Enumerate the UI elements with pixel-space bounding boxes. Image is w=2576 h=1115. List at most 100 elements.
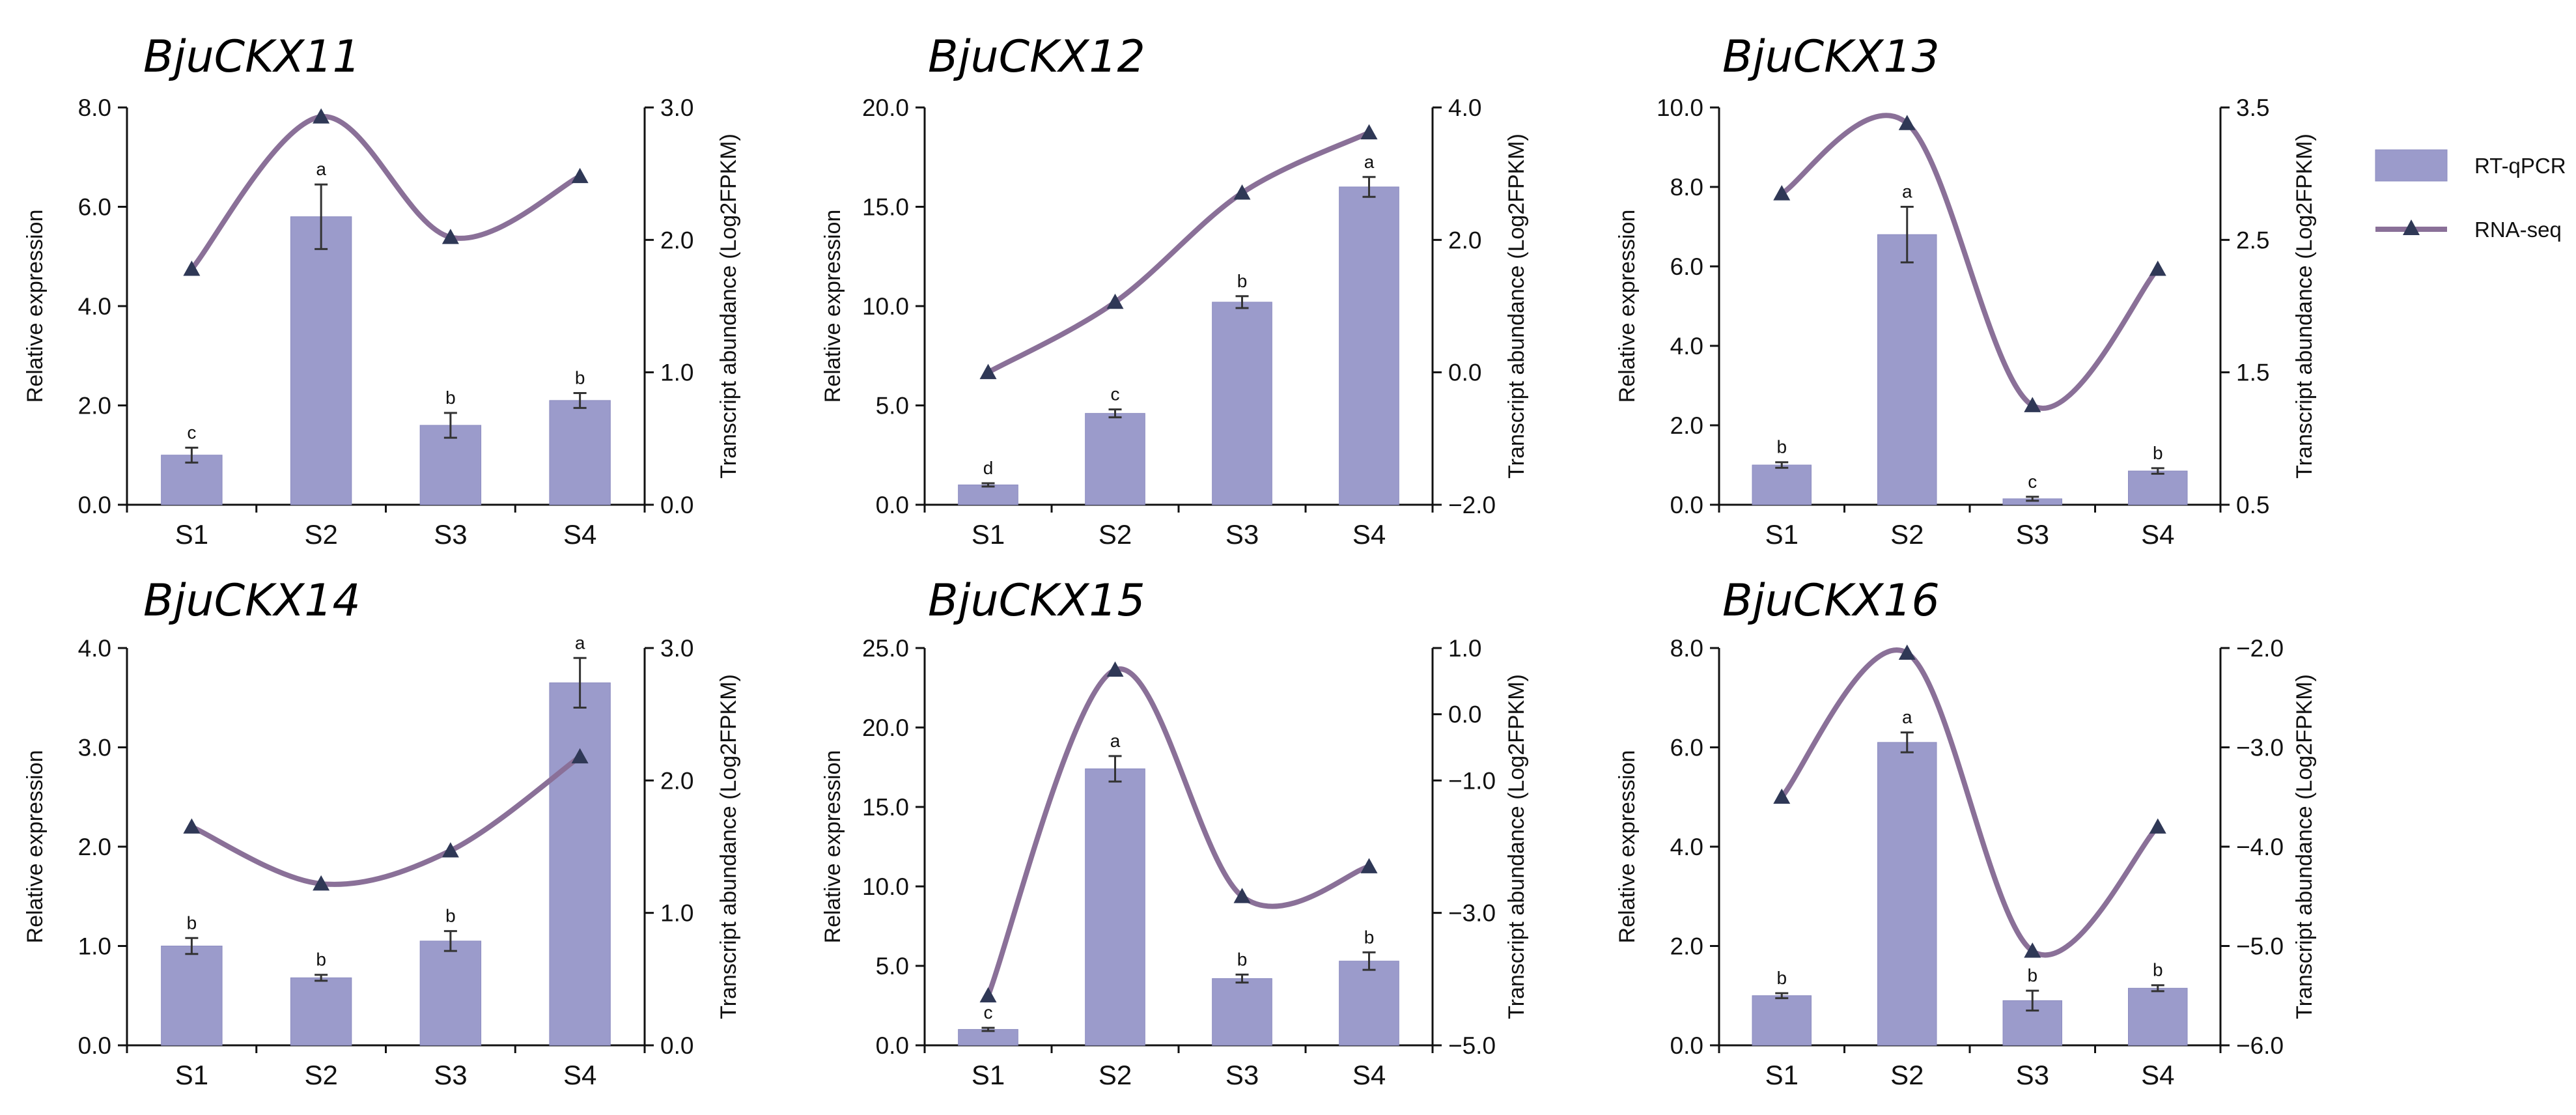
- x-tick-label: S3: [434, 1060, 467, 1090]
- left-tick-label: 20.0: [862, 94, 909, 121]
- rnaseq-marker-s1: [1773, 185, 1791, 201]
- x-tick-label: S2: [1890, 519, 1924, 550]
- left-tick-label: 4.0: [78, 293, 111, 320]
- bar-s2: [1877, 742, 1937, 1046]
- left-tick-label: 1.0: [78, 933, 111, 960]
- rnaseq-marker-s4: [571, 167, 589, 184]
- left-tick-label: 4.0: [1670, 834, 1703, 860]
- bar-s2: [1085, 768, 1145, 1046]
- rnaseq-marker-s4: [1360, 858, 1378, 873]
- y-axis-label: Relative expression: [23, 210, 48, 403]
- x-tick-label: S4: [2141, 1060, 2174, 1090]
- bar-s4: [2128, 987, 2188, 1046]
- left-tick-label: 0.0: [876, 1032, 909, 1059]
- y2-axis-label: Transcript abundance (Log2FPKM): [716, 674, 741, 1019]
- chart-panel-bjuckx13: BjuCKX13 0.0 2.0 4.0 6.0 8.0 10.0 0.5 1.5 2.5 3.5 R…: [1615, 31, 2317, 550]
- right-tick-label: −2.0: [1448, 492, 1496, 518]
- panel-title: BjuCKX12: [928, 31, 1145, 83]
- x-tick-label: S4: [563, 519, 596, 550]
- x-tick-label: S1: [1765, 519, 1799, 550]
- error-bar: [2151, 467, 2164, 475]
- rnaseq-line: [189, 114, 583, 272]
- panel-title: BjuCKX14: [143, 575, 361, 627]
- legend-rnaseq-label: RNA-seq: [2474, 218, 2562, 242]
- left-tick-label: 2.0: [1670, 412, 1703, 439]
- rnaseq-marker-s3: [2024, 397, 2041, 412]
- bar-s1: [161, 946, 223, 1046]
- legend: RT-qPCR RNA-seq: [2375, 149, 2566, 242]
- left-tick-label: 6.0: [78, 194, 111, 221]
- significance-letter: b: [1237, 949, 1248, 969]
- x-tick-label: S3: [2016, 1060, 2049, 1090]
- left-tick-label: 3.0: [78, 735, 111, 761]
- right-tick-label: 2.0: [660, 767, 693, 794]
- significance-letter: a: [1110, 731, 1121, 751]
- bar-s1: [1752, 464, 1812, 505]
- right-tick-label: 4.0: [1448, 94, 1481, 121]
- bar-s2: [1877, 234, 1937, 505]
- x-tick-label: S2: [304, 1060, 337, 1090]
- left-tick-label: 6.0: [1670, 253, 1703, 280]
- error-bar: [1108, 408, 1122, 419]
- rnaseq-line: [1779, 113, 2161, 411]
- left-tick-label: 10.0: [862, 293, 909, 320]
- right-tick-label: −3.0: [2236, 735, 2284, 761]
- rnaseq-marker-s4: [571, 748, 589, 764]
- rnaseq-marker-s4: [1360, 124, 1378, 140]
- error-bar: [185, 937, 199, 955]
- rnaseq-marker-s1: [979, 987, 997, 1003]
- rnaseq-marker-s2: [1898, 644, 1916, 660]
- y2-axis-label: Transcript abundance (Log2FPKM): [1504, 674, 1529, 1019]
- significance-letter: a: [1902, 707, 1912, 727]
- left-tick-label: 6.0: [1670, 735, 1703, 761]
- panel-title: BjuCKX11: [143, 31, 361, 83]
- significance-letter: b: [1776, 437, 1787, 457]
- right-tick-label: 0.0: [1448, 701, 1481, 728]
- error-bar: [185, 446, 199, 464]
- right-tick-label: −3.0: [1448, 900, 1496, 927]
- error-bar: [1362, 176, 1376, 198]
- y-axis-label: Relative expression: [1615, 210, 1640, 403]
- right-tick-label: 3.5: [2236, 94, 2269, 121]
- x-tick-label: S4: [1352, 1060, 1386, 1090]
- x-tick-label: S2: [1099, 519, 1132, 550]
- x-tick-label: S3: [2016, 519, 2049, 550]
- significance-letter: b: [445, 388, 456, 408]
- left-tick-label: 5.0: [876, 393, 909, 419]
- error-bar: [981, 482, 995, 488]
- y2-axis-label: Transcript abundance (Log2FPKM): [1504, 134, 1529, 479]
- right-tick-label: 1.0: [660, 900, 693, 927]
- left-tick-label: 5.0: [876, 953, 909, 980]
- rnaseq-marker-s1: [979, 363, 997, 380]
- error-bar: [573, 656, 587, 709]
- significance-letter: b: [2027, 965, 2037, 985]
- rnaseq-marker-s4: [2149, 261, 2166, 276]
- right-tick-label: 2.0: [660, 227, 693, 253]
- rnaseq-line: [985, 666, 1372, 998]
- rnaseq-marker-s1: [1773, 788, 1791, 804]
- x-tick-label: S4: [2141, 519, 2174, 550]
- bar-s2: [290, 977, 352, 1046]
- left-tick-label: 15.0: [862, 794, 909, 821]
- right-tick-label: −5.0: [1448, 1032, 1496, 1059]
- bar-s3: [419, 940, 482, 1046]
- right-tick-label: 0.5: [2236, 492, 2269, 518]
- left-tick-label: 0.0: [1670, 492, 1703, 518]
- rnaseq-marker-s3: [441, 229, 459, 244]
- left-tick-label: 25.0: [862, 635, 909, 662]
- panel-title: BjuCKX16: [1722, 575, 1940, 627]
- significance-letter: b: [575, 367, 585, 388]
- x-tick-label: S4: [1352, 519, 1386, 550]
- y2-axis-label: Transcript abundance (Log2FPKM): [2292, 134, 2317, 479]
- left-tick-label: 15.0: [862, 194, 909, 221]
- significance-letter: b: [1776, 968, 1787, 988]
- legend-bar-swatch: [2375, 149, 2448, 182]
- right-tick-label: −5.0: [2236, 933, 2284, 960]
- legend-triangle-marker-icon: [2403, 219, 2420, 235]
- error-bar: [1900, 731, 1914, 754]
- bar-s1: [1752, 995, 1812, 1046]
- bar-s2: [290, 216, 352, 505]
- significance-letter: c: [187, 422, 196, 442]
- rnaseq-line: [985, 130, 1372, 375]
- left-tick-label: 0.0: [1670, 1032, 1703, 1059]
